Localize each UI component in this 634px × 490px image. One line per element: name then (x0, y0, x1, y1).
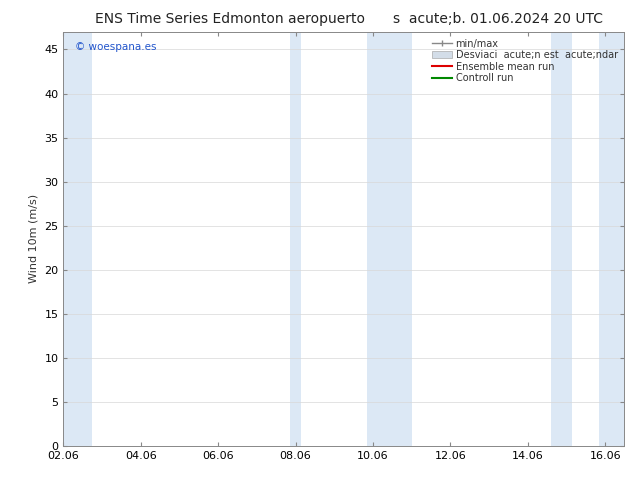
Legend: min/max, Desviaci  acute;n est  acute;ndar, Ensemble mean run, Controll run: min/max, Desviaci acute;n est acute;ndar… (430, 37, 619, 85)
Bar (367, 32, 411, 446)
Text: s  acute;b. 01.06.2024 20 UTC: s acute;b. 01.06.2024 20 UTC (393, 12, 603, 26)
Bar (551, 32, 573, 446)
Text: ENS Time Series Edmonton aeropuerto: ENS Time Series Edmonton aeropuerto (95, 12, 365, 26)
Bar (599, 32, 624, 446)
Bar (290, 32, 301, 446)
Text: © woespana.es: © woespana.es (75, 42, 156, 52)
Y-axis label: Wind 10m (m/s): Wind 10m (m/s) (29, 195, 39, 283)
Bar (63, 32, 93, 446)
